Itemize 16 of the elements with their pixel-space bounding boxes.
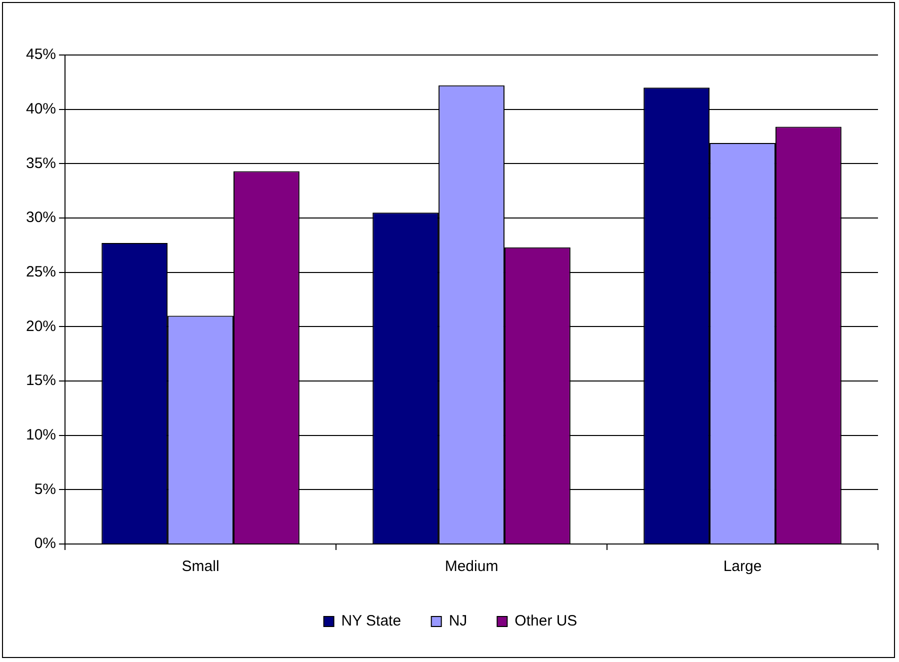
x-tick-label: Medium xyxy=(444,558,498,576)
y-tick-label: 15% xyxy=(26,372,56,390)
x-tick-label: Large xyxy=(723,558,762,576)
y-tick-label: 20% xyxy=(26,318,56,335)
x-tick-label: Small xyxy=(182,558,220,576)
y-tick-label: 25% xyxy=(26,263,56,280)
y-tick-label: 0% xyxy=(34,535,56,552)
legend-label: NJ xyxy=(448,612,468,630)
y-tick-label: 5% xyxy=(34,480,56,498)
y-tick-label: 35% xyxy=(26,154,56,172)
y-tick-label: 30% xyxy=(26,209,56,226)
legend-label: Other US xyxy=(514,612,578,630)
y-tick-label: 40% xyxy=(26,100,56,118)
legend-label: NY State xyxy=(341,612,402,630)
y-tick-label: 10% xyxy=(26,426,56,444)
y-tick-label: 45% xyxy=(26,46,56,64)
